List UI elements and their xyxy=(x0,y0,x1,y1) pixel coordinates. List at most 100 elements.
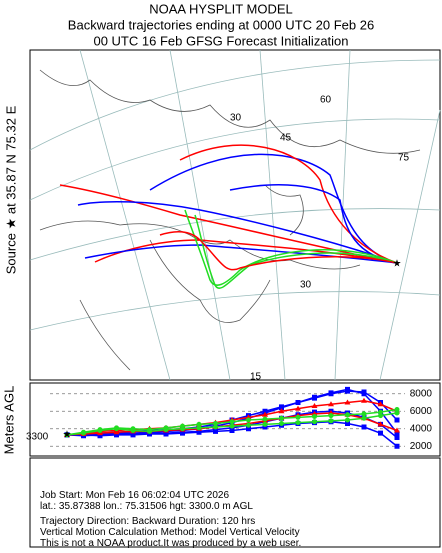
marker xyxy=(130,432,136,438)
marker xyxy=(377,421,384,427)
grid-label: 60 xyxy=(320,95,332,106)
y-tick-label: 8000 xyxy=(410,388,433,399)
marker xyxy=(295,405,301,411)
marker xyxy=(262,416,268,422)
marker xyxy=(97,428,103,433)
marker xyxy=(64,432,70,438)
marker xyxy=(295,400,301,405)
marker xyxy=(394,443,400,449)
grid-label: 30 xyxy=(300,280,312,291)
footer-line: Vertical Motion Calculation Method: Mode… xyxy=(40,527,300,538)
marker xyxy=(278,408,285,414)
marker xyxy=(378,430,383,436)
marker xyxy=(262,411,268,417)
trajectory xyxy=(179,144,398,264)
marker xyxy=(81,430,86,436)
marker xyxy=(378,409,383,415)
marker xyxy=(130,428,136,433)
grid-label: 30 xyxy=(230,113,242,124)
marker xyxy=(147,431,152,437)
marker xyxy=(213,424,218,430)
marker xyxy=(262,421,268,427)
y-tick-label: 4000 xyxy=(410,423,433,434)
marker xyxy=(279,421,284,426)
marker xyxy=(361,415,367,421)
footer-line: This is not a NOAA product.It was produc… xyxy=(40,538,301,548)
marker xyxy=(345,386,350,392)
marker xyxy=(311,403,318,408)
marker xyxy=(361,411,367,417)
title: NOAA HYSPLIT MODEL xyxy=(149,1,293,16)
graticule xyxy=(29,49,441,381)
marker xyxy=(196,421,202,427)
marker xyxy=(312,394,317,400)
source-star: ★ xyxy=(393,259,402,270)
marker xyxy=(394,427,400,433)
footer-frame xyxy=(29,457,441,548)
grid-label: 75 xyxy=(398,153,410,164)
marker xyxy=(394,435,400,440)
grid-labels: 60 45 30 15 75 30 xyxy=(230,95,410,383)
marker xyxy=(394,417,400,423)
marker xyxy=(196,425,202,431)
marker xyxy=(196,429,202,435)
marker xyxy=(213,421,218,426)
marker xyxy=(345,417,350,423)
marker xyxy=(344,399,351,405)
marker xyxy=(345,421,350,426)
marker xyxy=(113,429,120,435)
grid-label: 45 xyxy=(280,133,292,144)
marker xyxy=(246,417,251,423)
marker xyxy=(180,426,185,432)
marker xyxy=(213,428,218,434)
marker xyxy=(328,390,334,396)
footer-line: Job Start: Mon Feb 16 06:02:04 UTC 2026 xyxy=(40,490,229,501)
trajectory xyxy=(149,153,398,264)
marker xyxy=(229,419,235,425)
y-tick-label: 2000 xyxy=(410,441,433,452)
footer-line: lat.: 35.87388 lon.: 75.31506 hgt: 3300.… xyxy=(40,501,253,512)
map-frame xyxy=(29,49,441,381)
marker xyxy=(295,414,301,420)
marker xyxy=(312,419,317,425)
trajectories xyxy=(59,144,398,289)
marker xyxy=(394,430,400,436)
marker xyxy=(229,423,235,429)
marker xyxy=(361,424,367,430)
marker xyxy=(147,428,152,434)
marker xyxy=(246,422,251,428)
marker xyxy=(345,412,350,418)
marker xyxy=(328,418,334,424)
trajectory xyxy=(77,200,398,264)
marker xyxy=(394,407,400,412)
init: 00 UTC 16 Feb GFSG Forecast Initializati… xyxy=(93,33,348,48)
marker xyxy=(114,426,119,432)
marker xyxy=(312,414,317,419)
marker xyxy=(229,428,235,433)
trajectory xyxy=(229,184,398,264)
trajectory xyxy=(159,230,398,271)
marker xyxy=(163,427,169,433)
marker xyxy=(114,432,119,438)
marker xyxy=(163,431,169,437)
source-label: Source ★ at 35.87 N 75.32 E xyxy=(3,105,18,274)
source-star: ★ xyxy=(63,430,72,441)
marker xyxy=(394,410,400,416)
marker xyxy=(328,413,334,419)
marker xyxy=(180,430,185,436)
marker xyxy=(361,391,367,397)
y-axis-label: Meters AGL xyxy=(1,386,16,455)
grid-label: 15 xyxy=(250,372,262,383)
marker xyxy=(328,401,334,407)
footer-line: Trajectory Direction: Backward Duration:… xyxy=(40,516,255,527)
marker xyxy=(378,413,383,419)
marker xyxy=(361,397,367,403)
coastlines xyxy=(39,69,421,371)
marker xyxy=(279,415,284,421)
marker xyxy=(279,405,284,411)
subtitle: Backward trajectories ending at 0000 UTC… xyxy=(68,17,374,32)
marker xyxy=(246,426,251,432)
marker xyxy=(262,424,268,430)
y-tick-label: 6000 xyxy=(410,406,433,417)
